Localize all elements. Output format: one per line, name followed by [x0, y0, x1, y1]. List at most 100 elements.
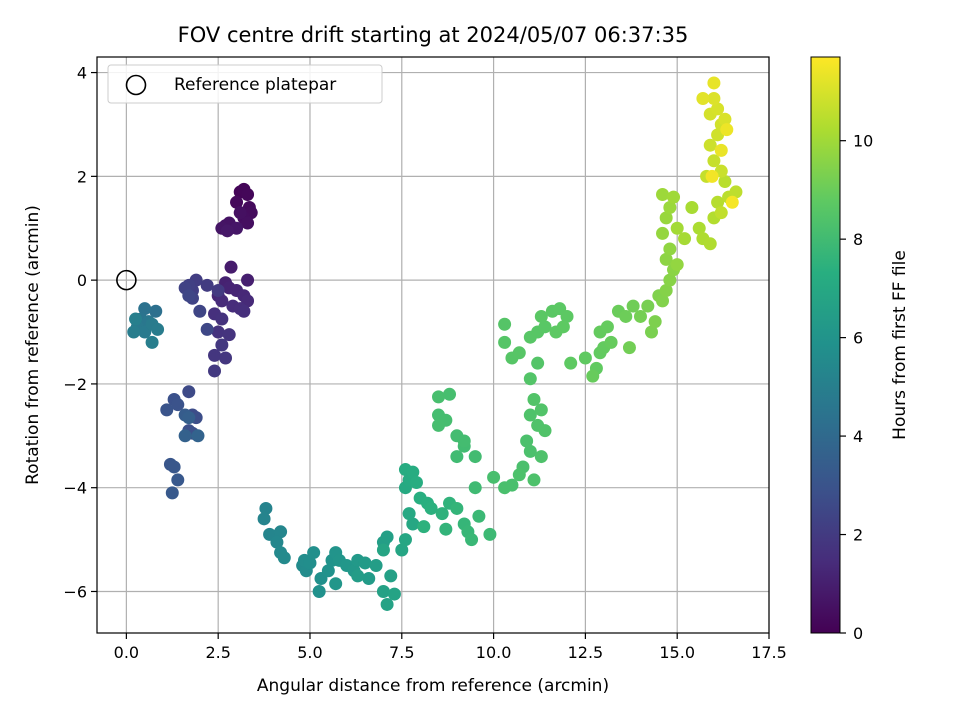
x-tick-label: 7.5 [389, 643, 414, 662]
scatter-point [380, 597, 394, 611]
colorbar-tick-label: 4 [853, 427, 863, 446]
plot-frame [96, 56, 770, 634]
scatter-point [211, 325, 225, 339]
scatter-point [707, 154, 721, 168]
scatter-point [182, 289, 196, 303]
scatter-point [703, 138, 717, 152]
scatter-point [670, 221, 684, 235]
legend-label: Reference platepar [174, 75, 336, 95]
y-tick-label: −4 [63, 479, 87, 498]
scatter-point [663, 200, 677, 214]
x-tick-label: 17.5 [751, 643, 787, 662]
scatter-point [703, 237, 717, 251]
scatter-point [711, 102, 725, 116]
scatter-point [663, 242, 677, 256]
scatter-point [692, 221, 706, 235]
scatter-point [670, 258, 684, 272]
scatter-point [358, 556, 372, 570]
x-tick-label: 0.0 [114, 643, 139, 662]
scatter-point [178, 429, 192, 443]
scatter-point [277, 551, 291, 565]
scatter-point [208, 364, 222, 378]
scatter-point [450, 450, 464, 464]
scatter-point [512, 346, 526, 360]
x-axis-ticks: 0.0 2.5 5.0 7.5 10.0 12.5 15.0 17.5 [114, 633, 787, 662]
scatter-point [527, 392, 541, 406]
scatter-point [685, 200, 699, 214]
scatter-point [714, 143, 728, 157]
scatter-point [224, 260, 238, 274]
scatter-point [523, 444, 537, 458]
scatter-point [718, 112, 732, 126]
scatter-point [667, 190, 681, 204]
scatter-point [487, 470, 501, 484]
scatter-point [149, 304, 163, 318]
scatter-point [641, 299, 655, 313]
scatter-point [619, 309, 633, 323]
scatter-point [380, 530, 394, 544]
scatter-point [718, 175, 732, 189]
scatter-point [512, 468, 526, 482]
scatter-point [527, 473, 541, 487]
scatter-point [241, 216, 255, 230]
scatter-point [534, 450, 548, 464]
scatter-point [534, 403, 548, 417]
scatter-point [659, 211, 673, 225]
scatter-point [424, 501, 438, 515]
scatter-point [376, 584, 390, 598]
scatter-point [578, 351, 592, 365]
y-tick-label: −2 [63, 375, 87, 394]
scatter-point [208, 348, 222, 362]
scatter-point [171, 398, 185, 412]
scatter-point [127, 325, 141, 339]
scatter-point [600, 320, 614, 334]
legend-box [107, 64, 383, 104]
scatter-point [362, 572, 376, 586]
scatter-point [556, 320, 570, 334]
scatter-point [729, 185, 743, 199]
scatter-point [705, 169, 719, 183]
scatter-point [211, 284, 225, 298]
scatter-point [432, 390, 446, 404]
scatter-point [538, 320, 552, 334]
scatter-point [312, 584, 326, 598]
scatter-point [644, 325, 658, 339]
scatter-point [498, 317, 512, 331]
colorbar-tick-label: 10 [853, 132, 873, 151]
scatter-point [182, 411, 196, 425]
scatter-point [714, 206, 728, 220]
scatter-point [395, 543, 409, 557]
scatter-point [707, 76, 721, 90]
scatter-point [505, 478, 519, 492]
scatter-point [417, 520, 431, 534]
scatter-point [468, 481, 482, 495]
scatter-point [270, 535, 284, 549]
scatter-point [307, 546, 321, 560]
scatter-point [167, 460, 181, 474]
scatter-point [531, 356, 545, 370]
scatter-point [274, 525, 288, 539]
scatter-point [450, 501, 464, 515]
colorbar-tick-label: 0 [853, 624, 863, 643]
colorbar-label: Hours from first FF file [890, 250, 910, 440]
y-tick-label: 0 [77, 271, 87, 290]
scatter-point [182, 385, 196, 399]
scatter-point [241, 188, 255, 202]
colorbar-tick-label: 8 [853, 230, 863, 249]
scatter-point [138, 302, 152, 316]
scatter-point [483, 527, 497, 541]
scatter-point [384, 569, 398, 583]
scatter-point [725, 195, 739, 209]
legend-marker-icon [125, 74, 147, 96]
scatter-point [145, 335, 159, 349]
scatter-point [237, 304, 251, 318]
scatter-point [303, 556, 317, 570]
scatter-point [151, 322, 165, 336]
scatter-point [193, 304, 207, 318]
colorbar-tick-label: 6 [853, 329, 863, 348]
scatter-point [215, 312, 229, 326]
scatter-point [457, 434, 471, 448]
scatter-point [215, 338, 229, 352]
scatter-point [523, 372, 537, 386]
